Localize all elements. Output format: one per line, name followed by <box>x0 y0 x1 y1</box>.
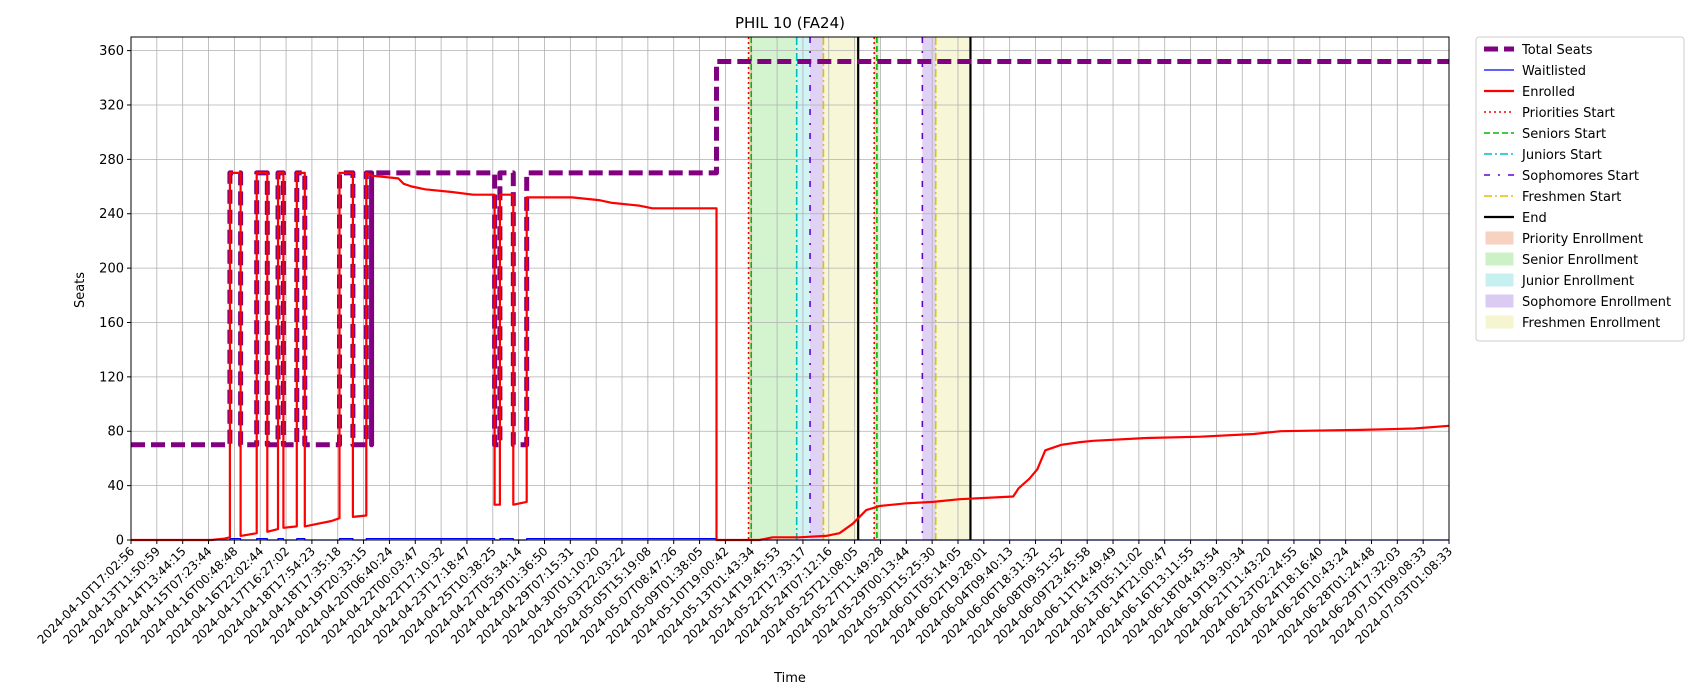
shaded-region-priority-enrollment <box>748 37 752 540</box>
legend-label-sophomore-enrollment: Sophomore Enrollment <box>1522 295 1671 310</box>
y-tick-label: 320 <box>99 98 124 113</box>
y-tick-label: 200 <box>99 262 124 277</box>
shaded-region-senior-enrollment <box>876 37 880 540</box>
legend-label-seniors-start: Seniors Start <box>1522 127 1606 142</box>
shaded-region-priority-enrollment <box>874 37 877 540</box>
legend-label-junior-enrollment: Junior Enrollment <box>1521 274 1634 289</box>
legend-label-priority-enrollment: Priority Enrollment <box>1522 232 1643 247</box>
legend-label-waitlisted: Waitlisted <box>1522 64 1586 79</box>
series-enrolled <box>131 171 1450 542</box>
legend-swatch-sophomore-enrollment <box>1485 294 1514 308</box>
y-tick-label: 240 <box>99 207 124 222</box>
plot-area: 040801201602002402803203602024-04-10T17:… <box>35 36 1455 647</box>
y-tick-label: 80 <box>107 425 124 440</box>
chart-title: PHIL 10 (FA24) <box>735 14 845 32</box>
plot-frame <box>130 36 1450 541</box>
legend-label-senior-enrollment: Senior Enrollment <box>1522 253 1638 268</box>
legend: Total Seats Waitlisted Enrolled Priorities … <box>1475 36 1685 342</box>
shaded-region-freshmen-enrollment <box>823 37 859 540</box>
legend-label-freshmen-start: Freshmen Start <box>1522 190 1621 205</box>
legend-label-freshmen-enrollment: Freshmen Enrollment <box>1522 316 1660 331</box>
x-axis-label: Time <box>773 671 806 686</box>
legend-label-sophomores-start: Sophomores Start <box>1522 169 1639 184</box>
shaded-region-junior-enrollment <box>796 37 811 540</box>
legend-box <box>1475 36 1685 342</box>
legend-label-end: End <box>1522 211 1547 226</box>
legend-swatch-freshmen-enrollment <box>1485 315 1514 329</box>
shaded-region-freshmen-enrollment <box>935 37 971 540</box>
y-tick-label: 40 <box>107 479 124 494</box>
y-tick-label: 0 <box>116 534 124 549</box>
legend-label-total-seats: Total Seats <box>1521 43 1593 58</box>
legend-label-enrolled: Enrolled <box>1522 85 1575 100</box>
legend-swatch-senior-enrollment <box>1485 252 1514 266</box>
legend-label-juniors-start: Juniors Start <box>1521 148 1602 163</box>
y-tick-label: 360 <box>99 44 124 59</box>
legend-swatch-junior-enrollment <box>1485 273 1514 287</box>
y-tick-label: 160 <box>99 316 124 331</box>
shaded-region-sophomore-enrollment <box>922 37 936 540</box>
legend-label-priorities-start: Priorities Start <box>1522 106 1615 121</box>
shaded-region-sophomore-enrollment <box>810 37 824 540</box>
y-axis-label: Seats <box>73 272 88 308</box>
legend-swatch-priority-enrollment <box>1485 231 1514 245</box>
y-tick-label: 280 <box>99 153 124 168</box>
y-tick-label: 120 <box>99 370 124 385</box>
shaded-region-senior-enrollment <box>751 37 797 540</box>
